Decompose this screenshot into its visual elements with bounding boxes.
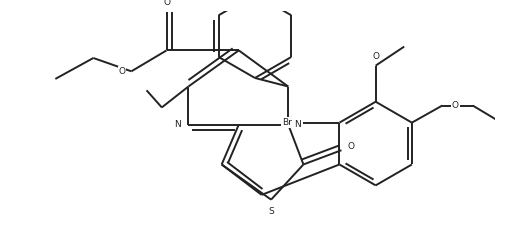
- Text: O: O: [347, 142, 355, 151]
- Text: O: O: [118, 67, 125, 76]
- Text: O: O: [372, 52, 379, 61]
- Text: N: N: [294, 120, 301, 129]
- Text: O: O: [163, 0, 170, 7]
- Text: N: N: [174, 120, 180, 129]
- Text: Br: Br: [282, 118, 292, 127]
- Text: S: S: [268, 207, 274, 216]
- Text: O: O: [452, 101, 459, 110]
